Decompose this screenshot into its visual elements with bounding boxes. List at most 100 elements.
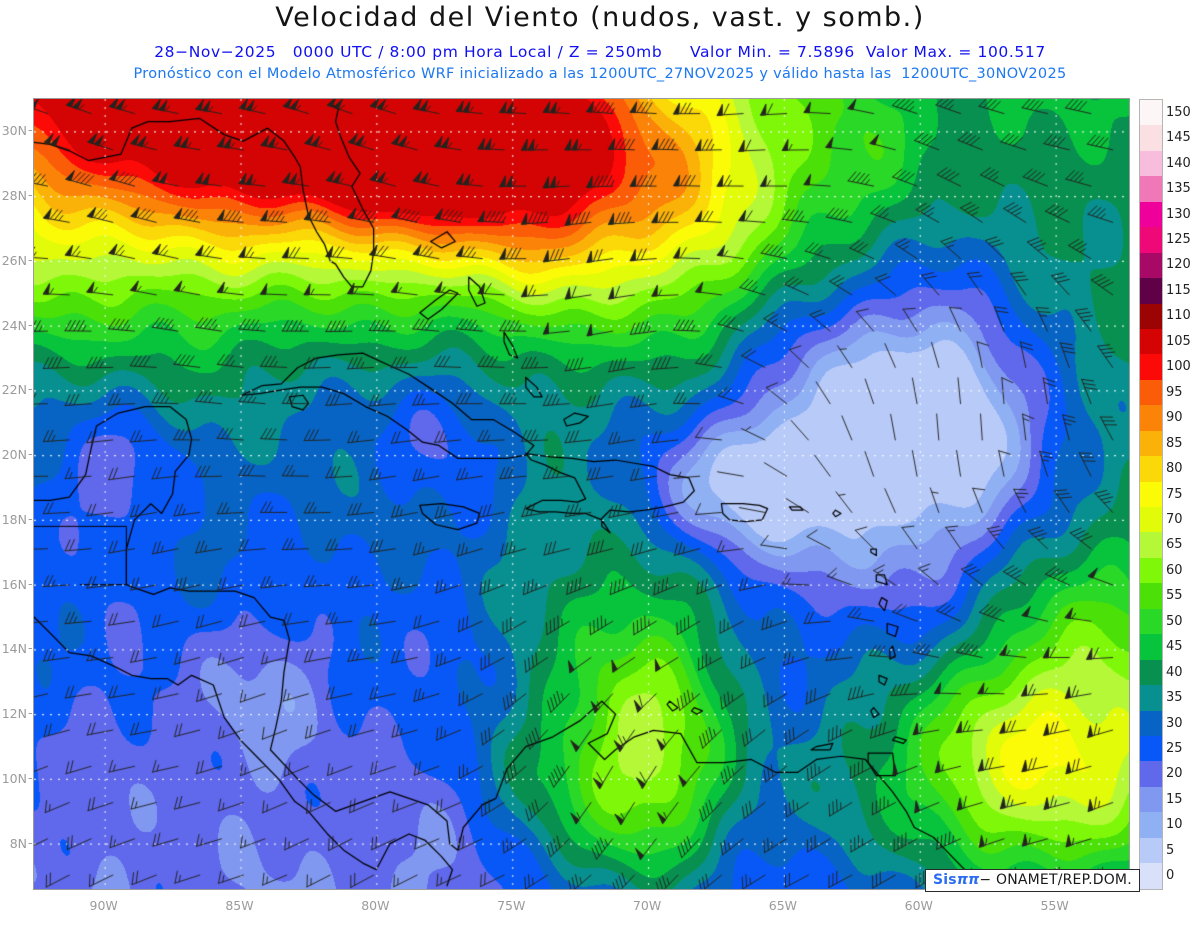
- colorbar-tick-label: 50: [1166, 613, 1183, 629]
- agency-watermark: Sisππ− ONAMET/REP.DOM.: [925, 869, 1140, 892]
- latitude-tick-label: 10N: [1, 770, 27, 786]
- latitude-tick-mark: -: [28, 381, 33, 397]
- longitude-tick-label: 90W: [89, 898, 118, 913]
- colorbar-tick-label: 150: [1166, 104, 1191, 120]
- colorbar[interactable]: [1139, 99, 1163, 890]
- longitude-tick-label: 55W: [1040, 898, 1069, 913]
- colorbar-tick-label: 5: [1166, 842, 1175, 858]
- colorbar-band: [1140, 252, 1162, 279]
- longitude-tick-label: 80W: [361, 898, 390, 913]
- colorbar-band: [1140, 761, 1162, 787]
- latitude-tick-label: 12N: [1, 706, 27, 722]
- colorbar-band: [1140, 507, 1162, 533]
- colorbar-tick-label: 130: [1166, 206, 1191, 222]
- colorbar-tick-label: 80: [1166, 461, 1183, 477]
- colorbar-tick-label: 10: [1166, 817, 1183, 833]
- colorbar-band: [1140, 201, 1162, 228]
- colorbar-tick-label: 135: [1166, 181, 1191, 197]
- colorbar-tick-label: 125: [1166, 231, 1191, 247]
- colorbar-tick-label: 35: [1166, 690, 1183, 706]
- latitude-tick-label: 16N: [1, 576, 27, 592]
- latitude-tick-label: 20N: [1, 447, 27, 463]
- colorbar-tick-label: 145: [1166, 130, 1191, 146]
- colorbar-band: [1140, 405, 1162, 431]
- colorbar-band: [1140, 278, 1162, 304]
- latitude-tick-mark: -: [28, 640, 33, 656]
- colorbar-tick-label: 140: [1166, 155, 1191, 171]
- latitude-tick-label: 22N: [1, 382, 27, 398]
- colorbar-band: [1140, 430, 1162, 457]
- wind-speed-map[interactable]: [33, 98, 1130, 890]
- latitude-tick-mark: -: [28, 122, 33, 138]
- page-title: Velocidad del Viento (nudos, vast. y som…: [275, 2, 925, 33]
- latitude-tick-label: 18N: [1, 511, 27, 527]
- watermark-prefix: Sis: [933, 872, 957, 888]
- latitude-tick-mark: -: [28, 575, 33, 591]
- colorbar-tick-label: 120: [1166, 257, 1191, 273]
- colorbar-band: [1140, 863, 1162, 889]
- watermark-suffix: − ONAMET/REP.DOM.: [979, 872, 1132, 888]
- latitude-tick-label: 24N: [1, 317, 27, 333]
- colorbar-band: [1140, 608, 1162, 635]
- colorbar-band: [1140, 125, 1162, 151]
- colorbar-tick-labels: 150 145 140 135 130 125 120 115 110 105 100 95 90 85 8…: [1166, 99, 1200, 890]
- latitude-tick-label: 8N: [9, 835, 27, 851]
- colorbar-band: [1140, 659, 1162, 686]
- colorbar-band: [1140, 227, 1162, 253]
- colorbar-tick-label: 25: [1166, 741, 1183, 757]
- colorbar-tick-label: 55: [1166, 588, 1183, 604]
- colorbar-band: [1140, 481, 1162, 507]
- colorbar-band: [1140, 456, 1162, 482]
- latitude-tick-mark: -: [28, 316, 33, 332]
- colorbar-band: [1140, 150, 1162, 177]
- colorbar-band: [1140, 786, 1162, 813]
- colorbar-band: [1140, 710, 1162, 736]
- colorbar-band: [1140, 354, 1162, 380]
- colorbar-tick-label: 85: [1166, 435, 1183, 451]
- watermark-symbol: ππ: [956, 872, 980, 888]
- forecast-meta-line: 28−Nov−2025 0000 UTC / 8:00 pm Hora Loca…: [154, 43, 1046, 61]
- latitude-tick-mark: -: [28, 187, 33, 203]
- colorbar-band: [1140, 379, 1162, 406]
- colorbar-tick-label: 45: [1166, 639, 1183, 655]
- wind-barb-layer: [34, 99, 1129, 889]
- latitude-tick-label: 14N: [1, 641, 27, 657]
- colorbar-band: [1140, 583, 1162, 609]
- latitude-tick-mark: -: [28, 705, 33, 721]
- colorbar-tick-label: 65: [1166, 537, 1183, 553]
- latitude-tick-mark: -: [28, 446, 33, 462]
- colorbar-band: [1140, 100, 1162, 126]
- colorbar-tick-label: 90: [1166, 410, 1183, 426]
- latitude-tick-label: 26N: [1, 252, 27, 268]
- longitude-tick-label: 60W: [904, 898, 933, 913]
- latitude-tick-label: 30N: [1, 123, 27, 139]
- colorbar-tick-label: 105: [1166, 333, 1191, 349]
- colorbar-band: [1140, 303, 1162, 329]
- colorbar-tick-label: 0: [1166, 868, 1175, 884]
- colorbar-band: [1140, 634, 1162, 660]
- colorbar-band: [1140, 685, 1162, 711]
- colorbar-tick-label: 40: [1166, 664, 1183, 680]
- colorbar-tick-label: 110: [1166, 308, 1191, 324]
- colorbar-band: [1140, 557, 1162, 584]
- latitude-tick-label: 28N: [1, 188, 27, 204]
- longitude-tick-label: 70W: [632, 898, 662, 913]
- colorbar-band: [1140, 532, 1162, 558]
- longitude-tick-label: 65W: [768, 898, 798, 913]
- colorbar-tick-label: 95: [1166, 384, 1183, 400]
- colorbar-band: [1140, 837, 1162, 864]
- colorbar-band: [1140, 176, 1162, 202]
- colorbar-tick-label: 20: [1166, 766, 1183, 782]
- latitude-tick-mark: -: [28, 769, 33, 785]
- latitude-tick-mark: -: [28, 510, 33, 526]
- latitude-tick-mark: -: [28, 251, 33, 267]
- colorbar-tick-label: 60: [1166, 562, 1183, 578]
- colorbar-tick-label: 30: [1166, 715, 1183, 731]
- longitude-tick-label: 75W: [497, 898, 526, 913]
- colorbar-tick-label: 75: [1166, 486, 1183, 502]
- longitude-tick-label: 85W: [225, 898, 254, 913]
- model-info-line: Pronóstico con el Modelo Atmosférico WRF…: [133, 66, 1067, 82]
- colorbar-band: [1140, 735, 1162, 762]
- colorbar-tick-label: 15: [1166, 791, 1183, 807]
